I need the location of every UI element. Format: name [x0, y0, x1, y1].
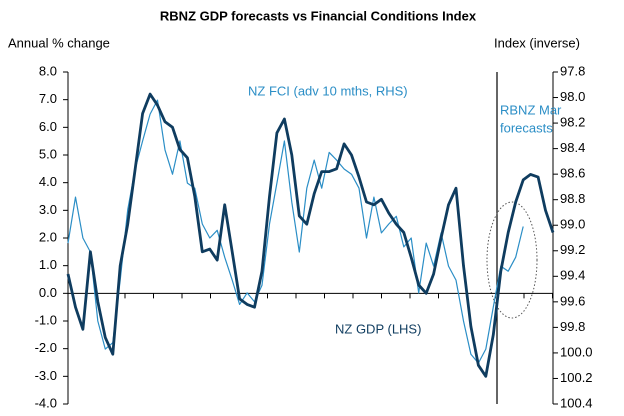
line-series [66, 92, 555, 378]
y2-tick-label: 98.6 [560, 166, 585, 181]
y2-tick-label: 98.2 [560, 115, 585, 130]
y-tick-label: 3.0 [39, 202, 57, 217]
annotation: NZ FCI (adv 10 mths, RHS) [248, 83, 408, 98]
y2-tick-label: 97.8 [560, 63, 585, 78]
y2-tick-label: 99.2 [560, 242, 585, 257]
y-tick-label: -1.0 [35, 312, 57, 327]
y-tick-label: -4.0 [35, 395, 57, 410]
annotation: forecasts [500, 120, 553, 135]
y2-tick-label: 100.4 [560, 395, 593, 410]
y-tick-label: 8.0 [39, 63, 57, 78]
y-tick-label: 2.0 [39, 229, 57, 244]
y-axis-label: Annual % change [8, 35, 110, 50]
y-tick-label: -2.0 [35, 340, 57, 355]
y2-tick-label: 100.2 [560, 370, 593, 385]
y2-axis-label: Index (inverse) [494, 35, 580, 50]
y2-tick-label: 98.8 [560, 191, 585, 206]
y-tick-label: -3.0 [35, 368, 57, 383]
y2-tick-label: 98.4 [560, 140, 585, 155]
y-tick-label: 5.0 [39, 146, 57, 161]
forecast-ellipse [486, 201, 538, 319]
y2-tick-label: 99.8 [560, 319, 585, 334]
y-tick-label: 6.0 [39, 119, 57, 134]
y-tick-label: 7.0 [39, 91, 57, 106]
annotation: RBNZ Mar [500, 102, 562, 117]
y2-tick-label: 98.0 [560, 89, 585, 104]
y2-tick-label: 99.6 [560, 293, 585, 308]
y2-tick-label: 99.0 [560, 217, 585, 232]
line-series [67, 99, 524, 364]
y2-tick-label: 99.4 [560, 268, 585, 283]
y2-tick-label: 100.0 [560, 344, 593, 359]
annotation: NZ GDP (LHS) [335, 321, 421, 336]
y-tick-label: 0.0 [39, 285, 57, 300]
y-tick-label: 1.0 [39, 257, 57, 272]
chart-title: RBNZ GDP forecasts vs Financial Conditio… [160, 8, 477, 23]
y-tick-label: 4.0 [39, 174, 57, 189]
